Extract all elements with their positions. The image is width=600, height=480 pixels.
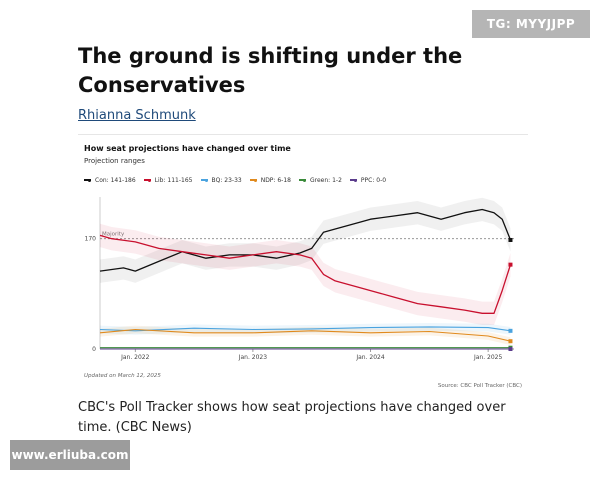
legend-item: NDP: 6-18 — [249, 175, 291, 185]
legend-label: BQ: 23-33 — [211, 176, 242, 184]
series-end-marker — [508, 262, 513, 267]
x-tick-label: Jan. 2025 — [473, 354, 503, 361]
chart-source: Source: CBC Poll Tracker (CBC) — [438, 383, 522, 389]
chart-caption: CBC's Poll Tracker shows how seat projec… — [78, 400, 506, 435]
series-end-marker — [508, 347, 513, 351]
legend-swatch — [84, 179, 91, 181]
legend-label: Lib: 111-165 — [154, 176, 193, 184]
series-line — [99, 328, 511, 342]
legend-dot — [204, 178, 208, 182]
series-line — [99, 208, 512, 272]
legend-item: Lib: 111-165 — [143, 175, 193, 185]
legend-swatch — [349, 179, 357, 181]
x-tick-label: Jan. 2023 — [238, 354, 268, 361]
legend-dot — [253, 178, 257, 182]
legend-label: Con: 141-186 — [95, 176, 136, 184]
series-range-band — [100, 197, 511, 283]
legend-dot — [147, 178, 151, 182]
y-tick-label: 170 — [85, 236, 97, 243]
legend-label: PPC: 0-0 — [360, 176, 387, 184]
chart-legend: Con: 141-186 Lib: 111-165 BQ: 23-33 NDP: 6-… — [84, 175, 386, 185]
majority-label: Majority — [102, 232, 125, 238]
series-range-band — [100, 223, 511, 325]
watermark-site: www.erliuba.com — [10, 440, 130, 470]
legend-item: Con: 141-186 — [84, 175, 136, 185]
legend-swatch — [249, 179, 257, 181]
legend-dot — [302, 178, 306, 182]
series-end-marker — [508, 339, 513, 344]
x-tick-label: Jan. 2024 — [355, 354, 385, 361]
legend-dot — [353, 178, 357, 182]
seat-projection-chart: How seat projections have changed over t… — [78, 134, 528, 393]
legend-item: Green: 1-2 — [298, 175, 342, 185]
legend-swatch — [143, 179, 151, 181]
watermark-telegram: TG: MYYJJPP — [472, 10, 590, 38]
chart-subtitle: Projection ranges — [84, 157, 145, 165]
series-range-band — [100, 325, 511, 346]
x-tick-label: Jan. 2022 — [120, 354, 150, 361]
legend-label: NDP: 6-18 — [260, 176, 291, 184]
chart-title: How seat projections have changed over t… — [84, 144, 291, 153]
chart-plot: 0 170 Majority Jan. 2022 Jan. 2023 Jan. 2024 J… — [84, 197, 522, 389]
legend-dot — [88, 178, 91, 182]
legend-swatch — [200, 179, 208, 181]
legend-item: BQ: 23-33 — [200, 175, 242, 185]
y-tick-label: 0 — [92, 346, 96, 353]
legend-label: Green: 1-2 — [309, 176, 342, 184]
series-end-marker — [508, 328, 513, 333]
series-line — [99, 234, 512, 314]
chart-updated-note: Updated on March 12, 2025 — [84, 373, 161, 379]
legend-item: PPC: 0-0 — [349, 175, 387, 185]
article-headline: The ground is shifting under the Conserv… — [78, 44, 463, 97]
legend-swatch — [298, 179, 306, 181]
series-line — [99, 326, 511, 332]
author-link[interactable]: Rhianna Schmunk — [78, 108, 196, 123]
series-end-marker — [508, 237, 513, 242]
